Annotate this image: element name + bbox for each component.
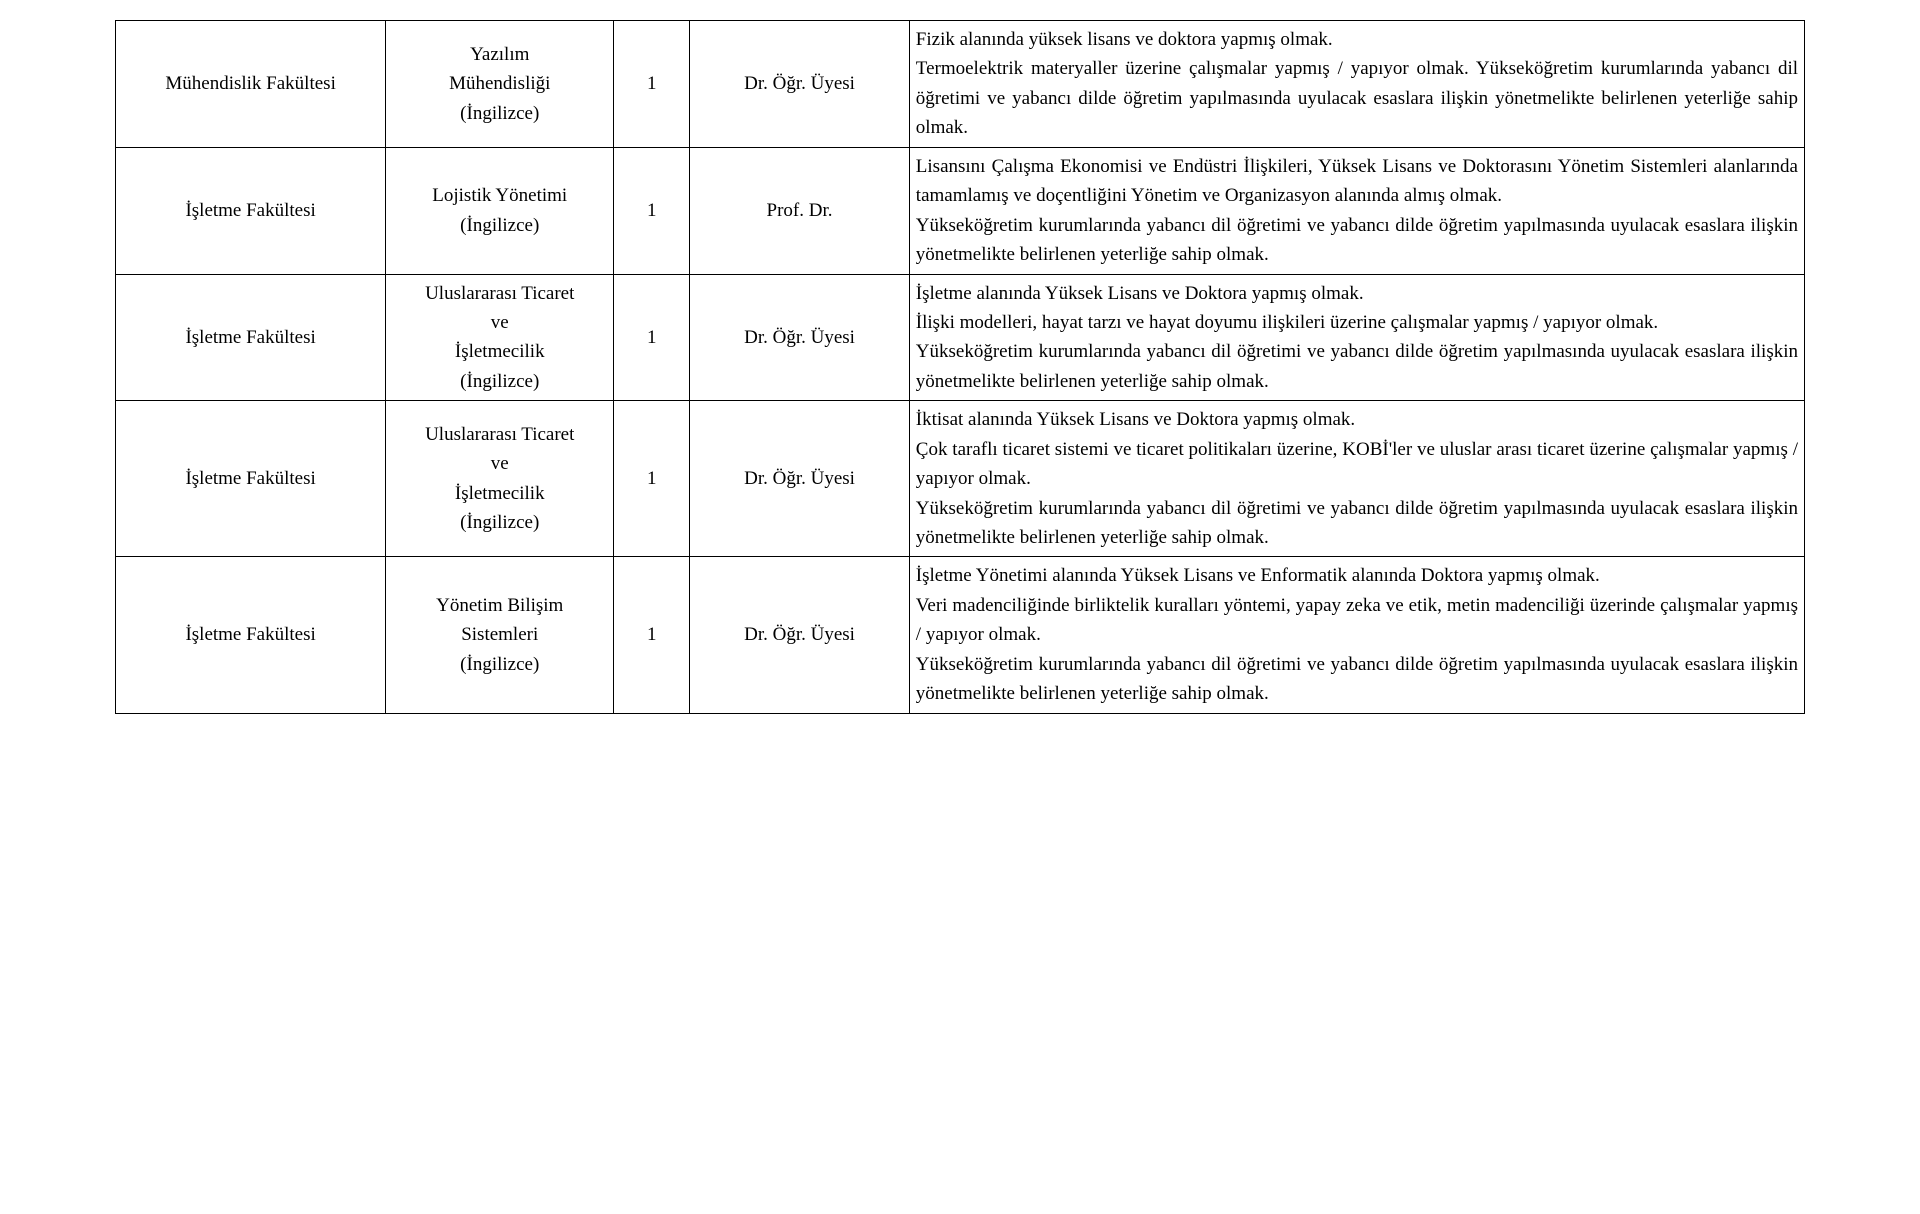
dept-line: (İngilizce) (392, 99, 607, 128)
dept-line: Yazılım (392, 40, 607, 69)
cell-department: Yazılım Mühendisliği (İngilizce) (386, 21, 614, 148)
dept-line: (İngilizce) (392, 650, 607, 679)
dept-line: ve (392, 308, 607, 337)
cell-faculty: İşletme Fakültesi (116, 274, 386, 401)
dept-line: (İngilizce) (392, 367, 607, 396)
cell-department: Yönetim Bilişim Sistemleri (İngilizce) (386, 557, 614, 713)
cell-count: 1 (614, 147, 690, 274)
cell-faculty: İşletme Fakültesi (116, 401, 386, 557)
dept-line: Yönetim Bilişim (392, 591, 607, 620)
cell-department: Lojistik Yönetimi (İngilizce) (386, 147, 614, 274)
dept-line: Lojistik Yönetimi (392, 181, 607, 210)
table-row: İşletme Fakültesi Uluslararası Ticaret v… (116, 274, 1805, 401)
cell-department: Uluslararası Ticaret ve İşletmecilik (İn… (386, 274, 614, 401)
dept-line: ve (392, 449, 607, 478)
cell-department: Uluslararası Ticaret ve İşletmecilik (İn… (386, 401, 614, 557)
cell-requirements: İşletme alanında Yüksek Lisans ve Doktor… (909, 274, 1804, 401)
cell-requirements: İktisat alanında Yüksek Lisans ve Doktor… (909, 401, 1804, 557)
cell-faculty: İşletme Fakültesi (116, 147, 386, 274)
cell-title: Dr. Öğr. Üyesi (690, 274, 910, 401)
cell-title: Dr. Öğr. Üyesi (690, 401, 910, 557)
dept-line: Sistemleri (392, 620, 607, 649)
cell-title: Dr. Öğr. Üyesi (690, 21, 910, 148)
cell-count: 1 (614, 557, 690, 713)
cell-requirements: Fizik alanında yüksek lisans ve doktora … (909, 21, 1804, 148)
table-row: İşletme Fakültesi Uluslararası Ticaret v… (116, 401, 1805, 557)
cell-title: Dr. Öğr. Üyesi (690, 557, 910, 713)
table-row: Mühendislik Fakültesi Yazılım Mühendisli… (116, 21, 1805, 148)
positions-table: Mühendislik Fakültesi Yazılım Mühendisli… (115, 20, 1805, 714)
cell-requirements: Lisansını Çalışma Ekonomisi ve Endüstri … (909, 147, 1804, 274)
cell-count: 1 (614, 21, 690, 148)
dept-line: (İngilizce) (392, 211, 607, 240)
cell-faculty: İşletme Fakültesi (116, 557, 386, 713)
dept-line: Mühendisliği (392, 69, 607, 98)
table-body: Mühendislik Fakültesi Yazılım Mühendisli… (116, 21, 1805, 714)
table-row: İşletme Fakültesi Yönetim Bilişim Sistem… (116, 557, 1805, 713)
table-row: İşletme Fakültesi Lojistik Yönetimi (İng… (116, 147, 1805, 274)
cell-count: 1 (614, 274, 690, 401)
cell-faculty: Mühendislik Fakültesi (116, 21, 386, 148)
dept-line: (İngilizce) (392, 508, 607, 537)
dept-line: İşletmecilik (392, 337, 607, 366)
cell-title: Prof. Dr. (690, 147, 910, 274)
cell-count: 1 (614, 401, 690, 557)
dept-line: Uluslararası Ticaret (392, 420, 607, 449)
dept-line: Uluslararası Ticaret (392, 279, 607, 308)
dept-line: İşletmecilik (392, 479, 607, 508)
cell-requirements: İşletme Yönetimi alanında Yüksek Lisans … (909, 557, 1804, 713)
